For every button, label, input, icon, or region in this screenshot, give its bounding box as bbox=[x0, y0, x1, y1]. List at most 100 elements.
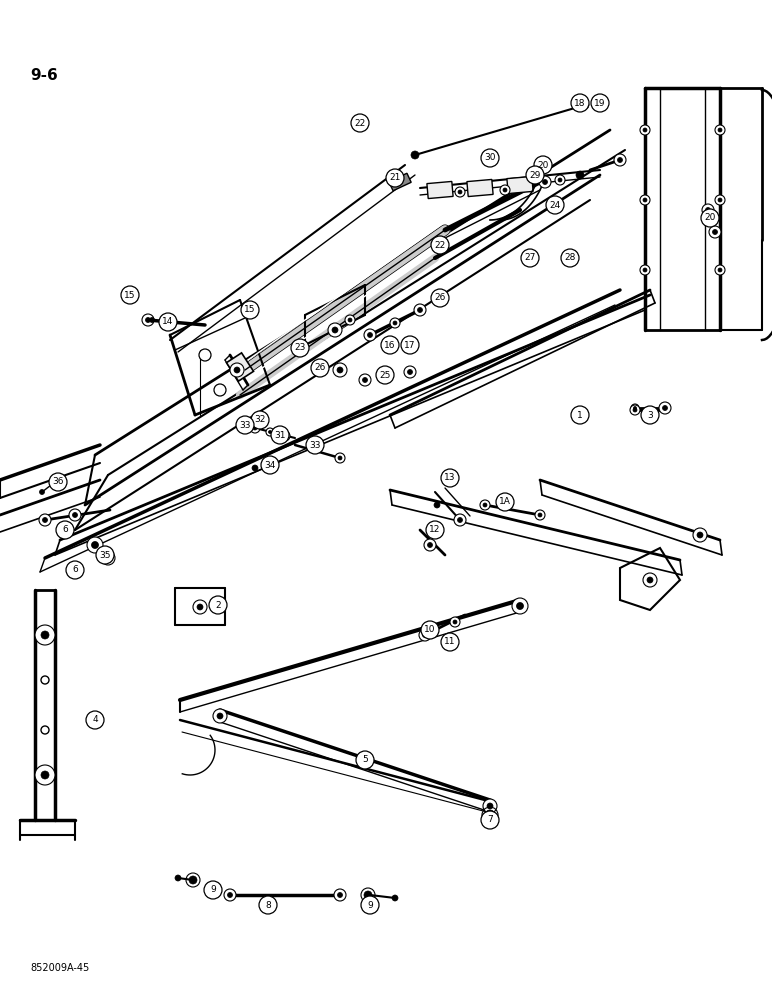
Circle shape bbox=[96, 546, 114, 564]
Circle shape bbox=[535, 510, 545, 520]
Circle shape bbox=[92, 542, 99, 548]
Text: 9: 9 bbox=[367, 900, 373, 910]
Text: 17: 17 bbox=[405, 340, 416, 350]
Circle shape bbox=[693, 528, 707, 542]
Circle shape bbox=[338, 456, 342, 460]
Circle shape bbox=[69, 509, 81, 521]
Circle shape bbox=[516, 602, 523, 609]
Circle shape bbox=[101, 551, 115, 565]
Circle shape bbox=[424, 539, 436, 551]
Circle shape bbox=[241, 301, 259, 319]
Circle shape bbox=[404, 366, 416, 378]
Text: 31: 31 bbox=[274, 430, 286, 440]
Text: 33: 33 bbox=[239, 420, 251, 430]
Text: 13: 13 bbox=[444, 474, 455, 483]
Circle shape bbox=[454, 514, 466, 526]
Circle shape bbox=[428, 542, 432, 548]
Circle shape bbox=[641, 406, 659, 424]
Text: 9: 9 bbox=[210, 886, 216, 894]
Circle shape bbox=[581, 101, 589, 109]
Text: 1A: 1A bbox=[499, 497, 511, 506]
Circle shape bbox=[418, 308, 422, 312]
Circle shape bbox=[483, 503, 487, 507]
Text: 33: 33 bbox=[310, 440, 320, 450]
Text: 22: 22 bbox=[435, 240, 445, 249]
Text: 2: 2 bbox=[215, 600, 221, 609]
Circle shape bbox=[35, 765, 55, 785]
Circle shape bbox=[633, 408, 637, 412]
Circle shape bbox=[253, 426, 257, 430]
Circle shape bbox=[291, 339, 309, 357]
Text: 7: 7 bbox=[487, 816, 493, 824]
Circle shape bbox=[189, 876, 197, 884]
Circle shape bbox=[419, 629, 431, 641]
Circle shape bbox=[159, 313, 177, 331]
Circle shape bbox=[455, 187, 465, 197]
Circle shape bbox=[66, 561, 84, 579]
Circle shape bbox=[411, 151, 419, 159]
Circle shape bbox=[73, 512, 77, 518]
Circle shape bbox=[480, 500, 490, 510]
Circle shape bbox=[386, 169, 404, 187]
Text: 852009A-45: 852009A-45 bbox=[30, 963, 90, 973]
Circle shape bbox=[39, 489, 45, 494]
Circle shape bbox=[614, 154, 626, 166]
Text: 20: 20 bbox=[704, 214, 716, 223]
Circle shape bbox=[41, 771, 49, 779]
Circle shape bbox=[715, 195, 725, 205]
Circle shape bbox=[217, 713, 223, 719]
Circle shape bbox=[361, 896, 379, 914]
Circle shape bbox=[251, 411, 269, 429]
Circle shape bbox=[328, 323, 342, 337]
Circle shape bbox=[306, 436, 324, 454]
Circle shape bbox=[333, 363, 347, 377]
Circle shape bbox=[701, 209, 719, 227]
Text: 34: 34 bbox=[264, 460, 276, 470]
Text: 15: 15 bbox=[124, 290, 136, 300]
Circle shape bbox=[487, 803, 493, 809]
Circle shape bbox=[453, 620, 457, 624]
Circle shape bbox=[500, 185, 510, 195]
Circle shape bbox=[87, 537, 103, 553]
Circle shape bbox=[266, 428, 274, 436]
Circle shape bbox=[49, 473, 67, 491]
Text: 30: 30 bbox=[484, 153, 496, 162]
Circle shape bbox=[512, 598, 528, 614]
Text: 25: 25 bbox=[379, 370, 391, 379]
Circle shape bbox=[485, 810, 495, 820]
Circle shape bbox=[543, 180, 547, 184]
Circle shape bbox=[199, 349, 211, 361]
Text: 32: 32 bbox=[254, 416, 266, 424]
Circle shape bbox=[630, 405, 640, 415]
Circle shape bbox=[228, 892, 232, 898]
Circle shape bbox=[571, 94, 589, 112]
Text: 19: 19 bbox=[594, 99, 606, 107]
Circle shape bbox=[393, 321, 397, 325]
Circle shape bbox=[356, 751, 374, 769]
Circle shape bbox=[376, 366, 394, 384]
Text: 1: 1 bbox=[577, 410, 583, 420]
Text: 26: 26 bbox=[435, 294, 445, 302]
Circle shape bbox=[421, 621, 439, 639]
Circle shape bbox=[311, 359, 329, 377]
Circle shape bbox=[252, 465, 258, 471]
Circle shape bbox=[250, 423, 260, 433]
Text: 11: 11 bbox=[444, 638, 455, 647]
Circle shape bbox=[364, 329, 376, 341]
Circle shape bbox=[558, 178, 562, 182]
Circle shape bbox=[39, 514, 51, 526]
Circle shape bbox=[401, 336, 419, 354]
Circle shape bbox=[718, 198, 722, 202]
Text: 22: 22 bbox=[354, 118, 366, 127]
Circle shape bbox=[426, 521, 444, 539]
Circle shape bbox=[35, 625, 55, 645]
Circle shape bbox=[150, 318, 154, 322]
Circle shape bbox=[481, 811, 499, 829]
Circle shape bbox=[706, 208, 710, 213]
Circle shape bbox=[496, 493, 514, 511]
Text: 20: 20 bbox=[537, 160, 549, 169]
Text: 3: 3 bbox=[647, 410, 653, 420]
Text: 10: 10 bbox=[425, 626, 435, 635]
Circle shape bbox=[555, 175, 565, 185]
Circle shape bbox=[224, 889, 236, 901]
